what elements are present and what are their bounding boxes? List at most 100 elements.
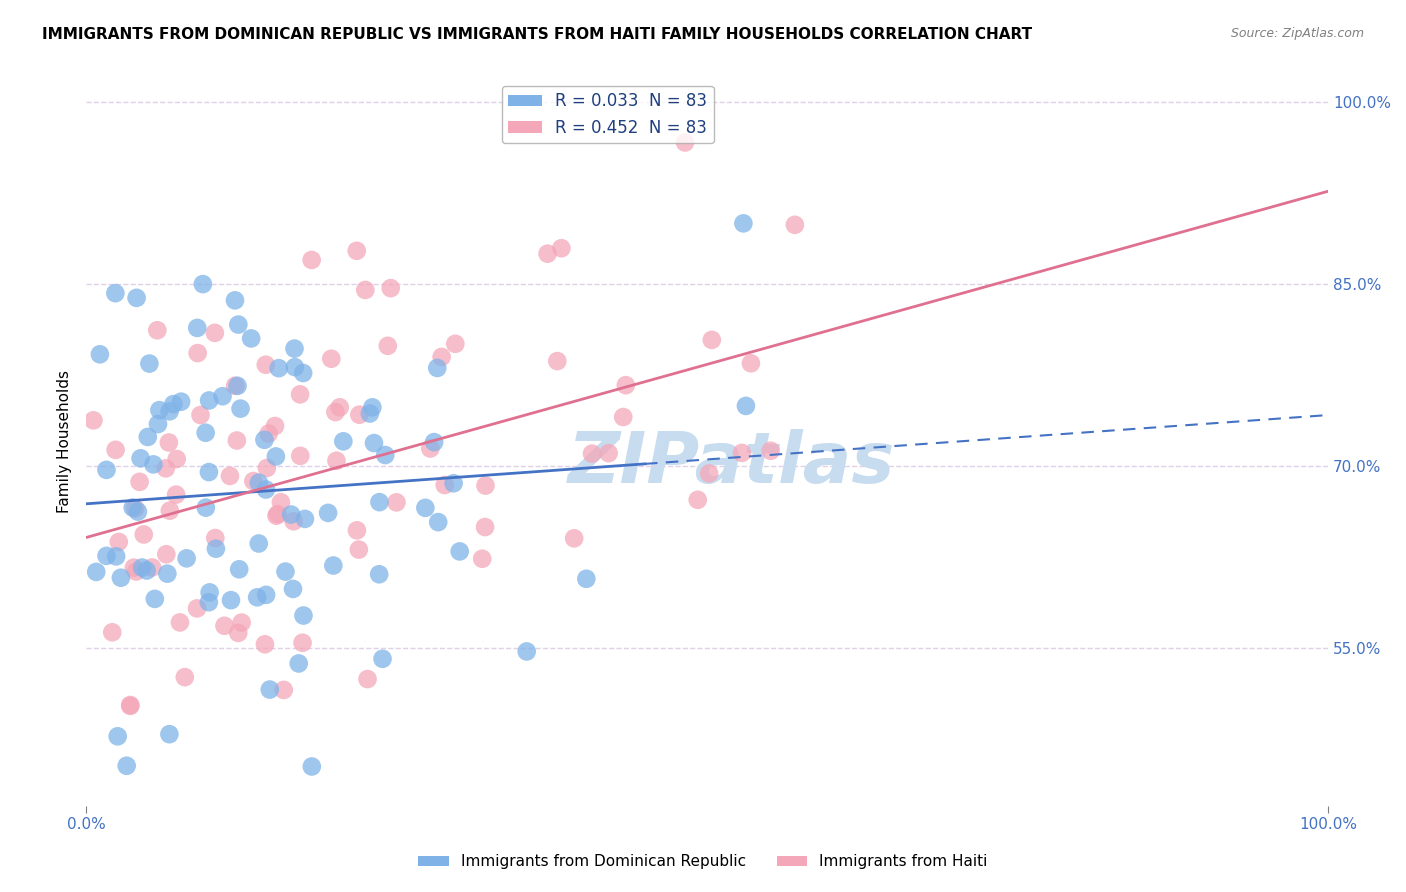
Immigrants from Dominican Republic (287, 657, 309, 671)
Immigrants from Haiti (155, 547, 177, 561)
Immigrants from Haiti (132, 527, 155, 541)
Immigrants from Haiti (231, 615, 253, 630)
Immigrants from Dominican Republic (127, 505, 149, 519)
Immigrants from Dominican Republic (374, 448, 396, 462)
Immigrants from Dominican Republic (143, 591, 166, 606)
Immigrants from Dominican Republic (198, 585, 221, 599)
Immigrants from Haiti (598, 446, 620, 460)
Immigrants from Dominican Republic (186, 321, 208, 335)
Immigrants from Haiti (325, 405, 347, 419)
Immigrants from Haiti (187, 346, 209, 360)
Immigrants from Dominican Republic (371, 652, 394, 666)
Immigrants from Haiti (740, 356, 762, 370)
Legend: R = 0.033  N = 83, R = 0.452  N = 83: R = 0.033 N = 83, R = 0.452 N = 83 (502, 86, 714, 144)
Immigrants from Haiti (354, 283, 377, 297)
Immigrants from Haiti (242, 474, 264, 488)
Immigrants from Dominican Republic (575, 572, 598, 586)
Immigrants from Dominican Republic (146, 417, 169, 431)
Immigrants from Haiti (321, 351, 343, 366)
Immigrants from Haiti (190, 408, 212, 422)
Immigrants from Haiti (257, 426, 280, 441)
Immigrants from Dominican Republic (129, 451, 152, 466)
Immigrants from Haiti (546, 354, 568, 368)
Immigrants from Haiti (214, 619, 236, 633)
Immigrants from Haiti (759, 443, 782, 458)
Immigrants from Haiti (107, 535, 129, 549)
Immigrants from Dominican Republic (198, 595, 221, 609)
Immigrants from Haiti (82, 413, 104, 427)
Immigrants from Dominican Republic (228, 562, 250, 576)
Immigrants from Dominican Republic (194, 500, 217, 515)
Immigrants from Haiti (614, 378, 637, 392)
Immigrants from Dominican Republic (159, 404, 181, 418)
Immigrants from Haiti (471, 551, 494, 566)
Immigrants from Dominican Republic (247, 475, 270, 490)
Immigrants from Dominican Republic (259, 682, 281, 697)
Immigrants from Dominican Republic (162, 397, 184, 411)
Immigrants from Dominican Republic (191, 277, 214, 292)
Immigrants from Haiti (783, 218, 806, 232)
Immigrants from Dominican Republic (359, 407, 381, 421)
Immigrants from Dominican Republic (332, 434, 354, 449)
Immigrants from Dominican Republic (219, 593, 242, 607)
Immigrants from Haiti (433, 478, 456, 492)
Immigrants from Dominican Republic (254, 483, 277, 497)
Immigrants from Dominican Republic (427, 515, 450, 529)
Immigrants from Haiti (155, 461, 177, 475)
Immigrants from Haiti (270, 495, 292, 509)
Immigrants from Dominican Republic (136, 430, 159, 444)
Immigrants from Haiti (186, 601, 208, 615)
Immigrants from Haiti (380, 281, 402, 295)
Immigrants from Haiti (697, 467, 720, 481)
Immigrants from Haiti (266, 507, 288, 521)
Immigrants from Haiti (290, 449, 312, 463)
Immigrants from Haiti (346, 244, 368, 258)
Immigrants from Dominican Republic (253, 433, 276, 447)
Immigrants from Dominican Republic (104, 286, 127, 301)
Immigrants from Dominican Republic (280, 508, 302, 522)
Immigrants from Dominican Republic (254, 588, 277, 602)
Immigrants from Dominican Republic (284, 360, 307, 375)
Immigrants from Haiti (122, 560, 145, 574)
Immigrants from Haiti (159, 504, 181, 518)
Immigrants from Dominican Republic (224, 293, 246, 308)
Immigrants from Haiti (224, 378, 246, 392)
Immigrants from Dominican Republic (516, 644, 538, 658)
Immigrants from Dominican Republic (176, 551, 198, 566)
Immigrants from Haiti (612, 410, 634, 425)
Immigrants from Haiti (686, 492, 709, 507)
Immigrants from Haiti (253, 637, 276, 651)
Immigrants from Haiti (356, 672, 378, 686)
Immigrants from Dominican Republic (96, 549, 118, 563)
Immigrants from Dominican Republic (156, 566, 179, 581)
Immigrants from Haiti (225, 434, 247, 448)
Immigrants from Haiti (347, 542, 370, 557)
Immigrants from Dominican Republic (733, 216, 755, 230)
Immigrants from Haiti (419, 442, 441, 456)
Immigrants from Haiti (146, 323, 169, 337)
Immigrants from Dominican Republic (125, 291, 148, 305)
Immigrants from Haiti (157, 435, 180, 450)
Immigrants from Haiti (385, 495, 408, 509)
Immigrants from Dominican Republic (368, 567, 391, 582)
Immigrants from Haiti (125, 565, 148, 579)
Immigrants from Haiti (120, 698, 142, 712)
Immigrants from Dominican Republic (226, 379, 249, 393)
Immigrants from Dominican Republic (194, 425, 217, 440)
Immigrants from Dominican Republic (735, 399, 758, 413)
Immigrants from Haiti (430, 350, 453, 364)
Immigrants from Dominican Republic (211, 389, 233, 403)
Immigrants from Haiti (141, 560, 163, 574)
Immigrants from Dominican Republic (142, 458, 165, 472)
Immigrants from Dominican Republic (247, 536, 270, 550)
Immigrants from Haiti (325, 454, 347, 468)
Immigrants from Haiti (291, 636, 314, 650)
Immigrants from Dominican Republic (294, 512, 316, 526)
Immigrants from Haiti (264, 419, 287, 434)
Immigrants from Dominican Republic (368, 495, 391, 509)
Immigrants from Dominican Republic (198, 393, 221, 408)
Immigrants from Haiti (104, 442, 127, 457)
Immigrants from Dominican Republic (363, 436, 385, 450)
Immigrants from Dominican Republic (96, 463, 118, 477)
Text: IMMIGRANTS FROM DOMINICAN REPUBLIC VS IMMIGRANTS FROM HAITI FAMILY HOUSEHOLDS CO: IMMIGRANTS FROM DOMINICAN REPUBLIC VS IM… (42, 27, 1032, 42)
